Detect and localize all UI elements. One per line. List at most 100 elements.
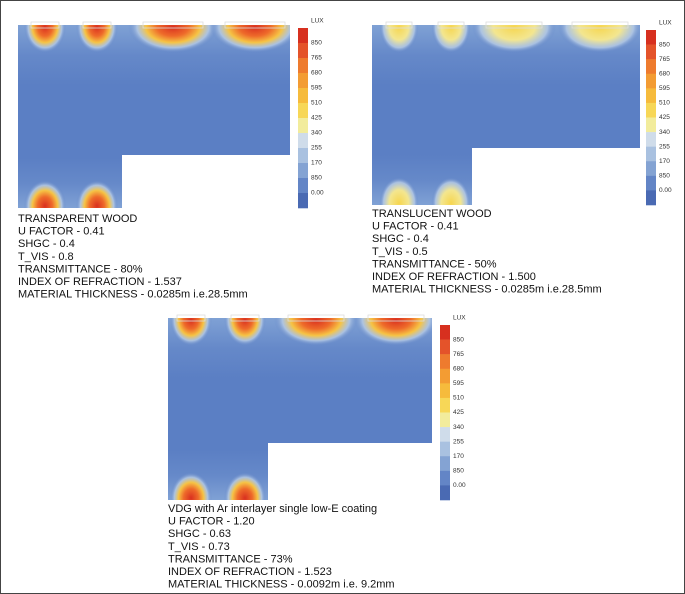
caption-line: INDEX OF REFRACTION - 1.523: [168, 566, 332, 578]
legend-label: 510: [311, 100, 322, 107]
legend-band: [646, 59, 656, 75]
legend-label: 850: [659, 173, 670, 180]
window: [385, 21, 413, 29]
hotspot: [379, 177, 419, 205]
caption-line: U FACTOR - 1.20: [168, 516, 255, 528]
caption-line: TRANSPARENT WOOD: [18, 213, 137, 225]
window: [571, 21, 629, 29]
legend-band: [440, 354, 450, 370]
hotspot: [170, 318, 212, 346]
legend-band: [298, 88, 308, 104]
window: [287, 314, 345, 322]
legend-band: [646, 88, 656, 104]
legend-label: 850: [659, 41, 670, 48]
legend-band: [646, 175, 656, 191]
legend-label: 170: [311, 160, 322, 167]
legend-label: 680: [453, 365, 464, 372]
legend-band: [440, 427, 450, 442]
caption-line: TRANSMITTANCE - 73%: [168, 553, 293, 565]
caption-line: U FACTOR - 0.41: [18, 226, 105, 238]
hotspot: [76, 180, 118, 208]
legend-label: 850: [311, 175, 322, 182]
legend-band: [298, 193, 308, 209]
hotspot: [274, 318, 358, 346]
legend-band: [298, 43, 308, 59]
hotspot: [128, 25, 218, 53]
legend-label: 680: [659, 70, 670, 77]
caption-line: INDEX OF REFRACTION - 1.537: [18, 276, 182, 288]
legend-label: 850: [311, 40, 322, 47]
legend-label: 680: [311, 70, 322, 77]
light-field: [168, 318, 432, 500]
caption-line: TRANSMITTANCE - 50%: [372, 258, 497, 270]
lux-plan: [18, 21, 290, 208]
legend-label: 170: [453, 453, 464, 460]
legend-label: 425: [311, 115, 322, 122]
legend-band: [298, 148, 308, 164]
legend-band: [646, 102, 656, 118]
legend-band: [646, 117, 656, 133]
legend-band: [646, 30, 656, 45]
caption-line: MATERIAL THICKNESS - 0.0092m i.e. 9.2mm: [168, 579, 395, 591]
legend-band: [440, 441, 450, 457]
legend-band: [298, 118, 308, 134]
legend-label: 255: [311, 145, 322, 152]
legend-label: 595: [311, 85, 322, 92]
legend-band: [440, 339, 450, 355]
legend-label: 510: [659, 100, 670, 107]
legend-band: [646, 146, 656, 162]
legend-band: [646, 161, 656, 177]
hotspot: [431, 25, 471, 53]
legend-band: [440, 397, 450, 413]
legend-band: [646, 44, 656, 60]
legend-label: 170: [659, 158, 670, 165]
hotspot: [210, 25, 290, 53]
caption-line: SHGC - 0.63: [168, 528, 231, 540]
hotspot: [170, 472, 212, 500]
lux-plan: [168, 314, 432, 500]
legend-label: 0.00: [453, 482, 466, 489]
caption-line: T_VIS - 0.73: [168, 541, 230, 553]
legend-label: 340: [659, 129, 670, 136]
window: [82, 21, 112, 29]
legend-label: 850: [453, 336, 464, 343]
legend-band: [298, 73, 308, 89]
legend-band: [298, 178, 308, 194]
legend-band: [440, 325, 450, 340]
hotspot: [224, 472, 266, 500]
legend-label: 340: [453, 424, 464, 431]
legend-title: LUX: [453, 315, 466, 322]
caption-line: SHGC - 0.4: [18, 238, 75, 250]
legend-label: 255: [453, 438, 464, 445]
window: [230, 314, 260, 322]
hotspot: [24, 180, 66, 208]
legend-band: [646, 73, 656, 89]
legend-label: 765: [659, 56, 670, 63]
legend-label: 510: [453, 395, 464, 402]
legend-band: [298, 163, 308, 179]
hotspot: [24, 25, 66, 53]
legend-band: [440, 383, 450, 399]
legend-band: [298, 28, 308, 44]
window: [367, 314, 425, 322]
legend-label: 425: [453, 409, 464, 416]
hotspot: [431, 177, 471, 205]
legend-label: 340: [311, 130, 322, 137]
caption-line: MATERIAL THICKNESS - 0.0285m i.e.28.5mm: [372, 284, 602, 296]
legend-label: 595: [659, 85, 670, 92]
hotspot: [224, 318, 266, 346]
legend-band: [440, 412, 450, 428]
window: [224, 21, 286, 29]
legend-band: [440, 470, 450, 486]
caption-line: T_VIS - 0.5: [372, 246, 428, 258]
window: [142, 21, 204, 29]
hotspot: [76, 25, 118, 53]
lux-plan: [372, 21, 640, 205]
window: [30, 21, 60, 29]
legend-band: [298, 58, 308, 74]
legend-label: 765: [311, 55, 322, 62]
hotspot: [379, 25, 419, 53]
legend-label: 255: [659, 143, 670, 150]
legend-label: 0.00: [311, 190, 324, 197]
